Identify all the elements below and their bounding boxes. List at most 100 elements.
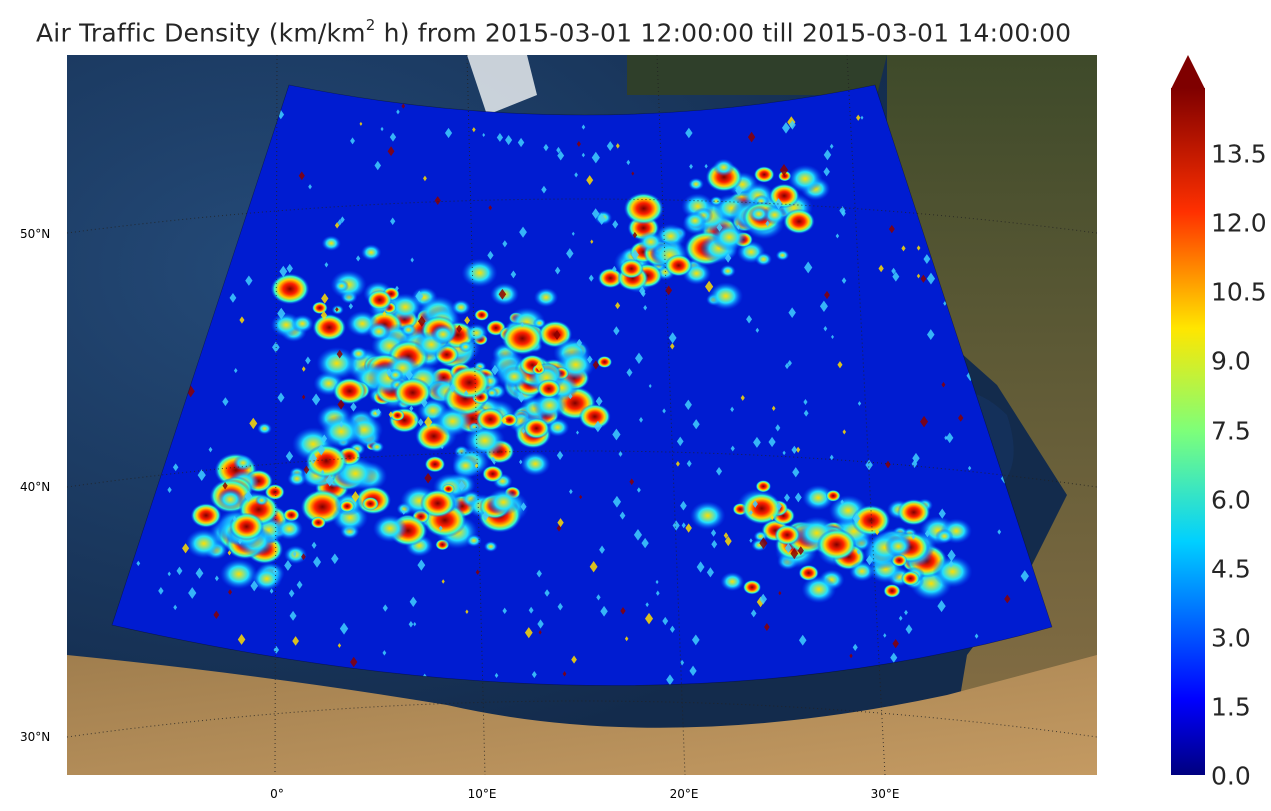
density-dot (482, 132, 486, 138)
density-dot (716, 466, 723, 476)
density-dot (313, 556, 322, 568)
density-blob (523, 417, 550, 439)
map-svg (67, 55, 1097, 775)
density-dot (612, 428, 621, 441)
density-dot (723, 532, 729, 539)
density-dot (587, 355, 593, 364)
snow-cap (467, 55, 537, 115)
density-blob (623, 192, 664, 225)
density-dot (776, 502, 782, 511)
density-dot (588, 274, 594, 282)
density-dot (753, 436, 761, 448)
density-dot (222, 397, 229, 407)
density-blob (190, 503, 222, 528)
density-dot (222, 482, 228, 490)
density-blob (465, 534, 482, 547)
density-dot (885, 460, 891, 469)
colorbar-extend-arrow (1171, 55, 1205, 89)
density-dot (920, 415, 929, 428)
density-dot (711, 540, 718, 549)
density-dot (519, 459, 523, 465)
density-blob (637, 231, 664, 253)
density-dot (798, 634, 807, 646)
density-blob (709, 196, 723, 207)
density-dot (997, 529, 1002, 535)
density-dot (227, 550, 232, 556)
density-dot (685, 523, 692, 533)
density-blob (748, 205, 770, 223)
density-dot (945, 432, 954, 444)
density-dot (823, 326, 828, 332)
density-dot (837, 361, 843, 369)
density-blob (486, 488, 521, 516)
density-dot (747, 131, 756, 143)
density-dot (239, 316, 245, 324)
density-dot (413, 621, 417, 627)
density-blob (388, 293, 423, 321)
density-dot (740, 394, 745, 401)
density-blob (321, 235, 341, 251)
density-dot (303, 465, 310, 474)
density-dot (568, 393, 573, 400)
density-dot (456, 324, 463, 333)
density-dot (784, 543, 792, 554)
density-dot (750, 609, 757, 618)
density-dot (606, 141, 614, 151)
colorbar-tick: 1.5 (1211, 692, 1251, 722)
density-blob (708, 282, 744, 310)
parallel-50n (67, 198, 1097, 234)
meridian-10e (466, 55, 486, 775)
density-dot (557, 150, 565, 161)
density-dot (438, 525, 443, 531)
density-dot (475, 569, 480, 575)
density-dot (172, 463, 179, 472)
density-dot (874, 528, 880, 536)
density-dot (666, 674, 674, 686)
density-dot (359, 121, 363, 126)
density-blob (362, 496, 379, 511)
density-dot (831, 334, 834, 340)
density-dot (791, 445, 798, 455)
density-blob (720, 572, 745, 592)
density-blob (689, 501, 726, 530)
density-blob (270, 273, 310, 305)
density-dot (941, 381, 946, 388)
density-dot (387, 146, 395, 157)
density-dot (491, 364, 499, 376)
density-dot (898, 615, 903, 621)
density-dot (852, 513, 861, 524)
density-dot (556, 524, 562, 532)
density-dot (557, 602, 563, 611)
density-dot (502, 607, 507, 615)
density-blob (816, 528, 857, 561)
density-dot (197, 469, 206, 481)
density-blob (332, 377, 367, 405)
density-blob (216, 488, 244, 511)
density-dot (339, 622, 349, 635)
density-dot (901, 245, 906, 252)
density-dot (631, 171, 635, 176)
density-blob (367, 289, 393, 310)
density-dot (689, 163, 693, 170)
density-blob (883, 584, 901, 598)
density-blob (688, 177, 705, 191)
density-dot (640, 290, 646, 298)
density-dot (788, 307, 796, 318)
density-dot (543, 143, 549, 152)
density-dot (386, 368, 393, 377)
density-dot (298, 171, 305, 181)
density-dot (581, 124, 586, 130)
density-blob (334, 280, 349, 292)
density-dot (648, 383, 652, 389)
colorbar-tick: 4.5 (1211, 554, 1251, 584)
density-blob (316, 346, 358, 380)
density-dot (612, 265, 617, 273)
density-dot (571, 231, 575, 236)
density-dot (620, 606, 626, 615)
density-dot (916, 273, 921, 279)
chart-title: Air Traffic Density (km/km2 h) from 2015… (36, 16, 1071, 47)
density-blob (787, 164, 823, 193)
density-dot (554, 266, 561, 275)
density-dot (662, 616, 669, 626)
lon-label-10e: 10°E (467, 787, 497, 801)
